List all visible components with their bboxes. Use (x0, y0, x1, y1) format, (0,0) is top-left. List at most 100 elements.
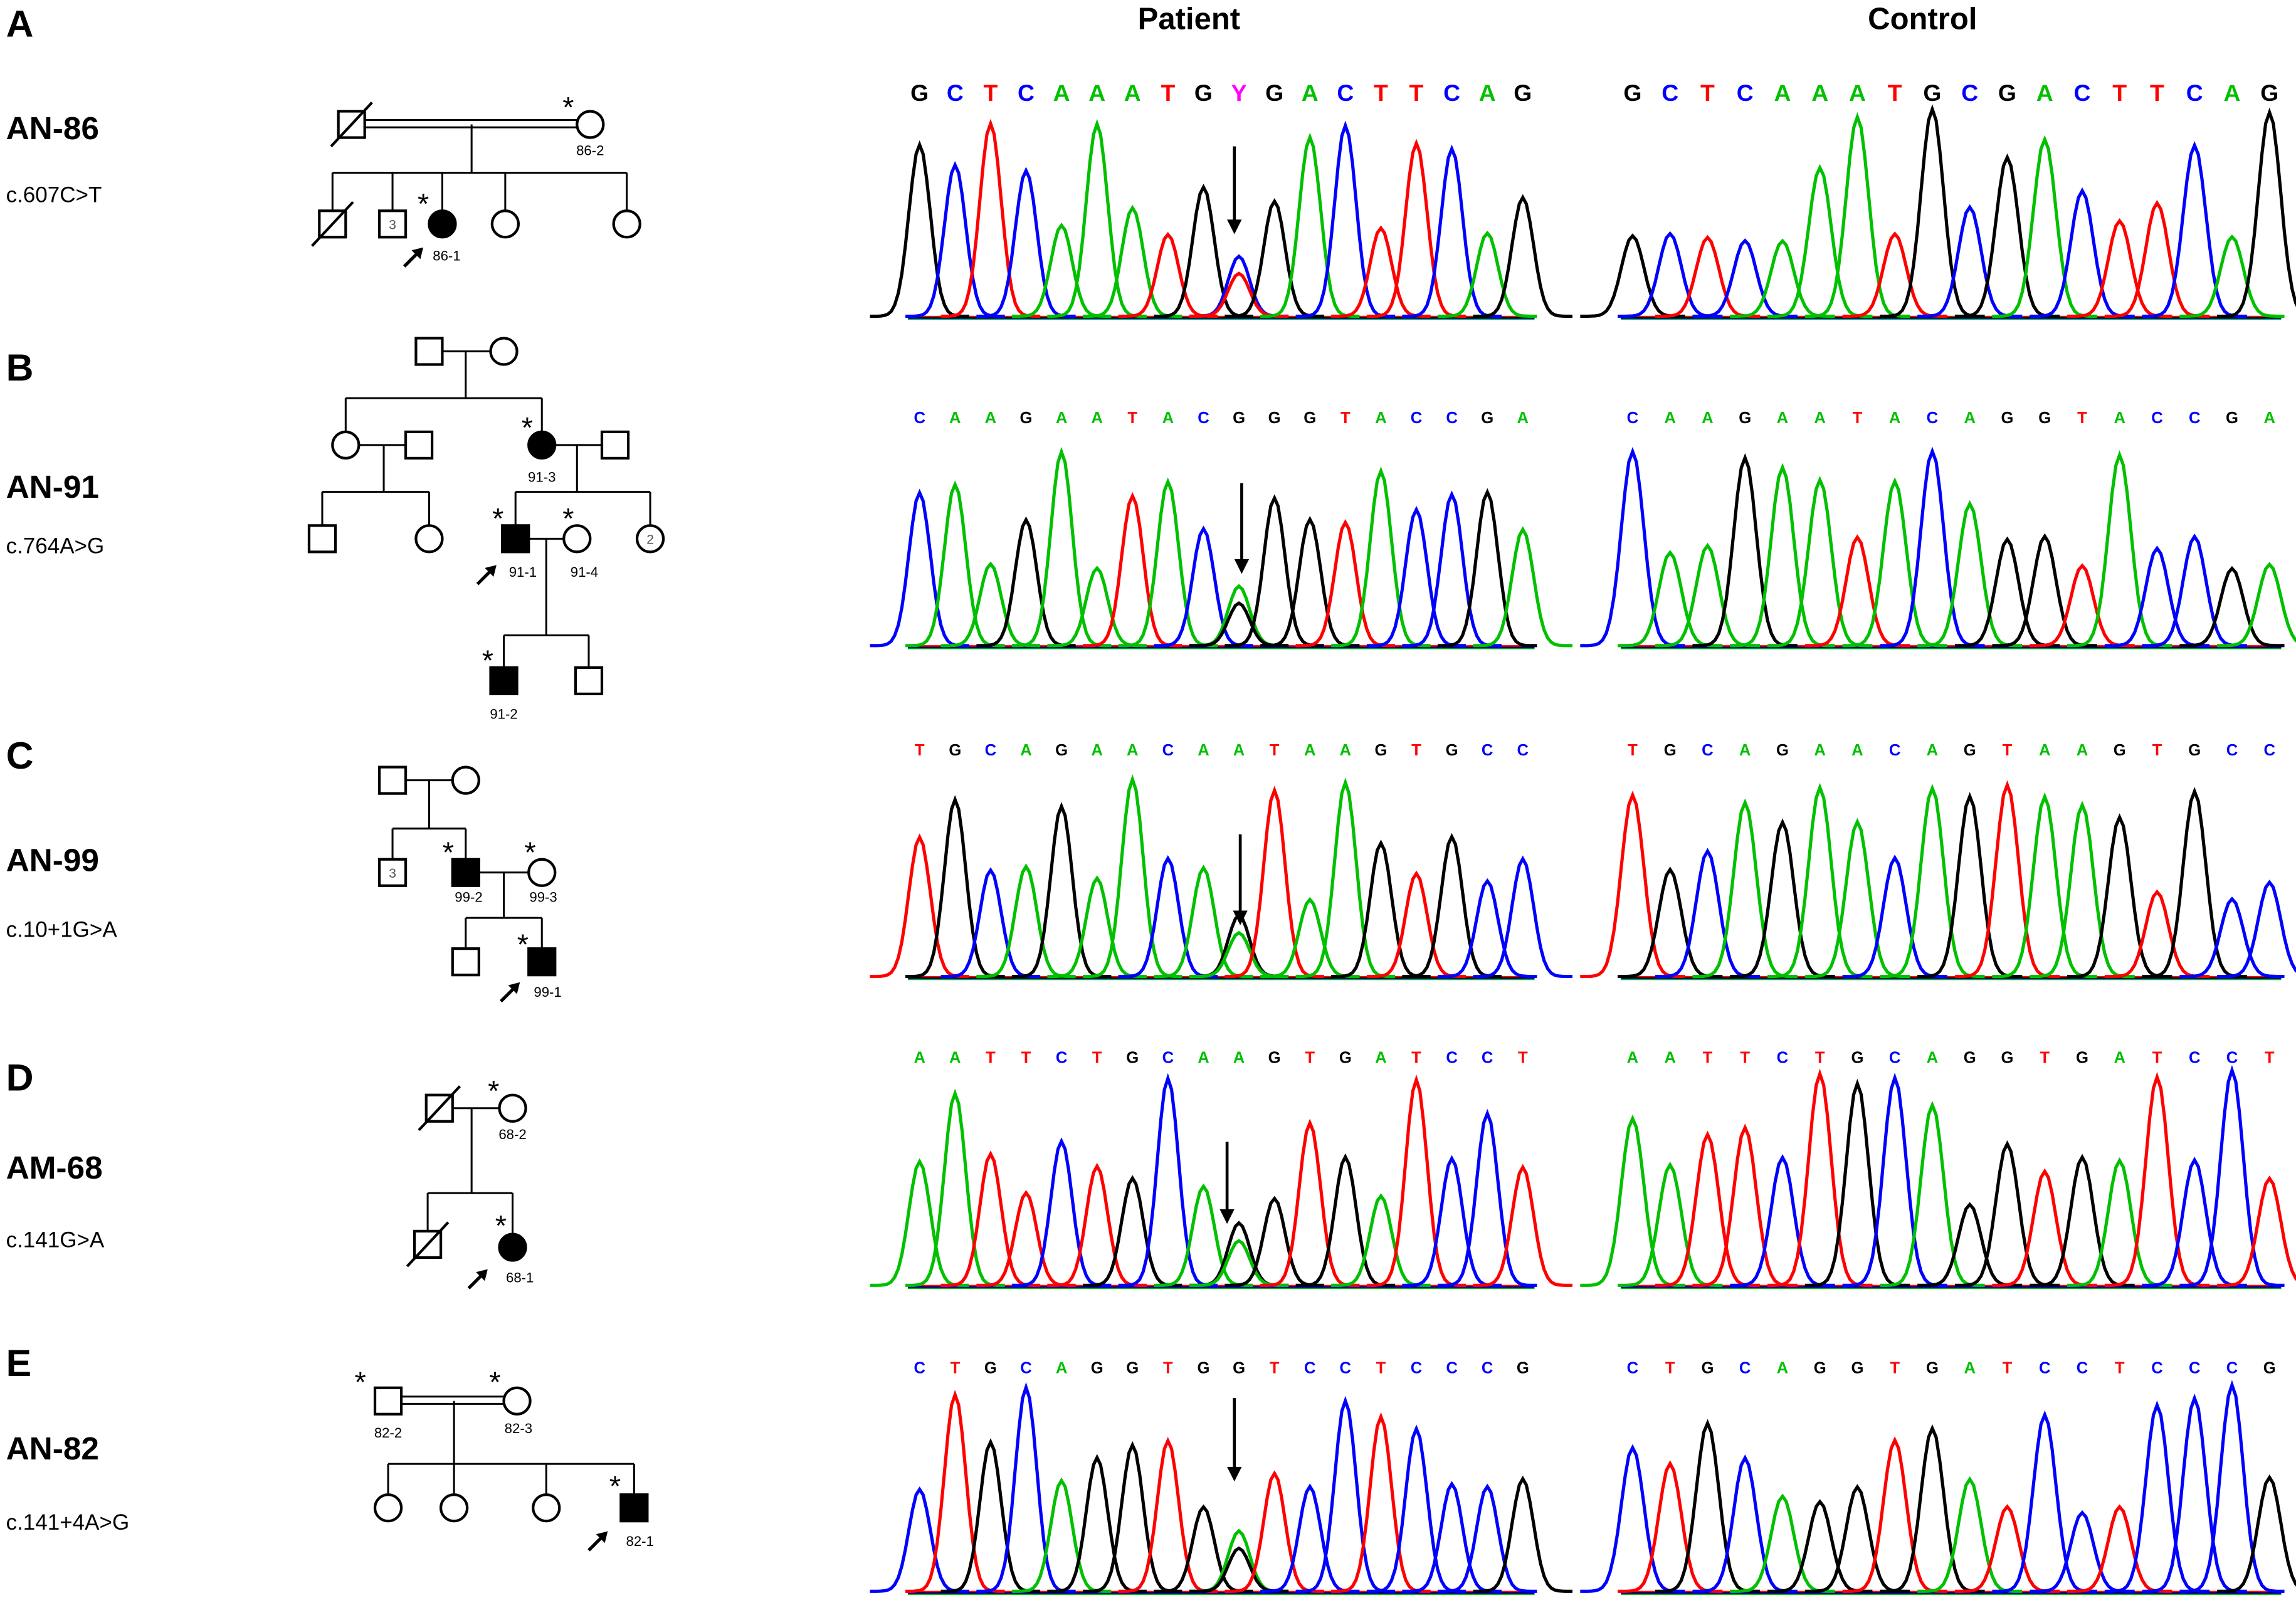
chromatogram-peak (1804, 1078, 1910, 1287)
base-call-letter: C (1340, 1359, 1352, 1377)
base-call-letter: T (1340, 409, 1351, 427)
carrier-asterisk: * (492, 502, 503, 535)
chromatogram-peak (1580, 791, 1685, 979)
proband-arrowhead-icon (485, 565, 497, 577)
chromatogram-peak (1655, 542, 1761, 648)
individual-id: 86-2 (576, 143, 604, 159)
base-call-letter: A (985, 409, 997, 427)
carrier-asterisk: * (522, 411, 533, 444)
base-call-letter: A (1088, 80, 1105, 106)
family-id: AN-91 (6, 468, 99, 505)
chromatogram-peak (1692, 1454, 1798, 1593)
male-symbol (600, 430, 630, 460)
base-call-letter: G (984, 1359, 997, 1377)
chromatogram-peak (1154, 1183, 1253, 1287)
base-call-letter: T (1305, 1049, 1315, 1066)
chromatogram-peak (1767, 476, 1873, 648)
chromatogram-peak (1189, 584, 1289, 648)
female-symbol (373, 1493, 403, 1523)
chromatogram-peak (905, 160, 1005, 318)
base-call-letter: A (1302, 80, 1319, 106)
affected-female-symbol (498, 1232, 527, 1262)
base-call-letter: G (1055, 742, 1068, 759)
base-call-letter: T (950, 1359, 960, 1377)
base-call-letter: G (1776, 742, 1789, 759)
chromatogram-peak (1618, 550, 1723, 648)
chromatogram-peak (1011, 1477, 1112, 1593)
base-call-letter: T (1888, 80, 1902, 106)
chromatogram-peak (1011, 446, 1112, 648)
chromatogram-peak (1011, 223, 1112, 318)
base-call-letter: C (2151, 1359, 2163, 1377)
base-call-letter: T (1815, 1049, 1825, 1066)
chromatogram-peak (2217, 562, 2296, 648)
base-call-letter: C (2226, 742, 2238, 759)
deceased-slash (330, 102, 373, 147)
chromatogram-peak (2179, 1064, 2285, 1287)
chromatogram-peak (1260, 515, 1360, 648)
base-call-letter: G (1126, 1049, 1139, 1066)
panel-letter: E (6, 1342, 32, 1384)
base-call-letter: C (1446, 1359, 1458, 1377)
base-call-letter: G (1814, 1359, 1826, 1377)
base-call-letter: G (2001, 1049, 2013, 1066)
affected-male-symbol (527, 947, 557, 977)
chromatogram-peak (2179, 234, 2285, 318)
affected-male-symbol (501, 524, 530, 554)
base-call-letter: G (1964, 1049, 1976, 1066)
chromatogram-peak (1473, 1475, 1572, 1593)
base-call-letter: A (1927, 742, 1939, 759)
mutation-label: c.764A>G (6, 534, 105, 559)
panel-a: AAN-86c.607C>T*86-23*86-1G C T C A A A T G Y G A C T T… (6, 2, 2296, 320)
base-call-letter: C (947, 80, 964, 106)
base-call-letter: C (1627, 1359, 1639, 1377)
base-call-letter: C (1162, 1049, 1174, 1066)
chromatogram-peak (1842, 1436, 1947, 1593)
base-call-letter: T (1376, 1359, 1386, 1377)
chromatogram-peak (1260, 896, 1360, 979)
column-header-control: Control (1868, 3, 1977, 36)
panel-e: E AN-82 c.141+4A>G * * 82-2 82-3 * 82-1 C T G C A G G T G… (6, 1342, 2296, 1595)
chromatogram-peak (1083, 1175, 1182, 1287)
base-call-letter: C (1198, 409, 1209, 427)
base-call-letter: C (1411, 1359, 1423, 1377)
base-call-letter: T (1740, 1049, 1750, 1066)
chromatogram-peak (1189, 1221, 1289, 1287)
chromatogram-peak (2030, 801, 2135, 979)
chromatogram-peak (1618, 1161, 1723, 1287)
base-call-letter: G (1481, 409, 1493, 427)
male-symbol (574, 666, 604, 695)
male-symbol (377, 209, 408, 239)
mutation-label: c.141G>A (6, 1228, 105, 1253)
family-id: AM-68 (6, 1149, 103, 1185)
female-symbol (331, 430, 361, 460)
chromatogram-peak (2030, 563, 2135, 648)
individual-id: 82-2 (374, 1425, 402, 1441)
base-call-letter: A (1020, 742, 1032, 759)
individual-id: 68-1 (506, 1270, 534, 1286)
chromatogram-peak (1880, 1100, 1985, 1287)
base-call-letter: T (2152, 1049, 2162, 1066)
base-call-letter: G (1091, 1359, 1103, 1377)
base-call-letter: C (2073, 80, 2090, 106)
base-call-letter: T (2115, 1359, 2125, 1377)
chromatogram-peak (1730, 238, 1835, 318)
individual-id: 82-3 (505, 1421, 532, 1436)
sibship-count: 2 (646, 533, 654, 547)
carrier-asterisk: * (489, 1366, 500, 1399)
base-call-letter: T (1700, 80, 1715, 106)
base-call-letter: T (1127, 409, 1137, 427)
base-call-letter: G (949, 742, 961, 759)
chromatogram-peak (2217, 880, 2296, 979)
base-call-letter: G (1664, 742, 1677, 759)
chromatogram-peak (1189, 913, 1289, 979)
male-symbol (414, 337, 444, 366)
base-call-letter: A (1777, 409, 1789, 427)
carrier-asterisk: * (488, 1075, 499, 1107)
chromatogram-peak (1366, 1424, 1467, 1593)
base-call-letter: C (2189, 1049, 2201, 1066)
base-call-letter: A (1479, 80, 1496, 106)
base-call-letter: A (1056, 409, 1068, 427)
